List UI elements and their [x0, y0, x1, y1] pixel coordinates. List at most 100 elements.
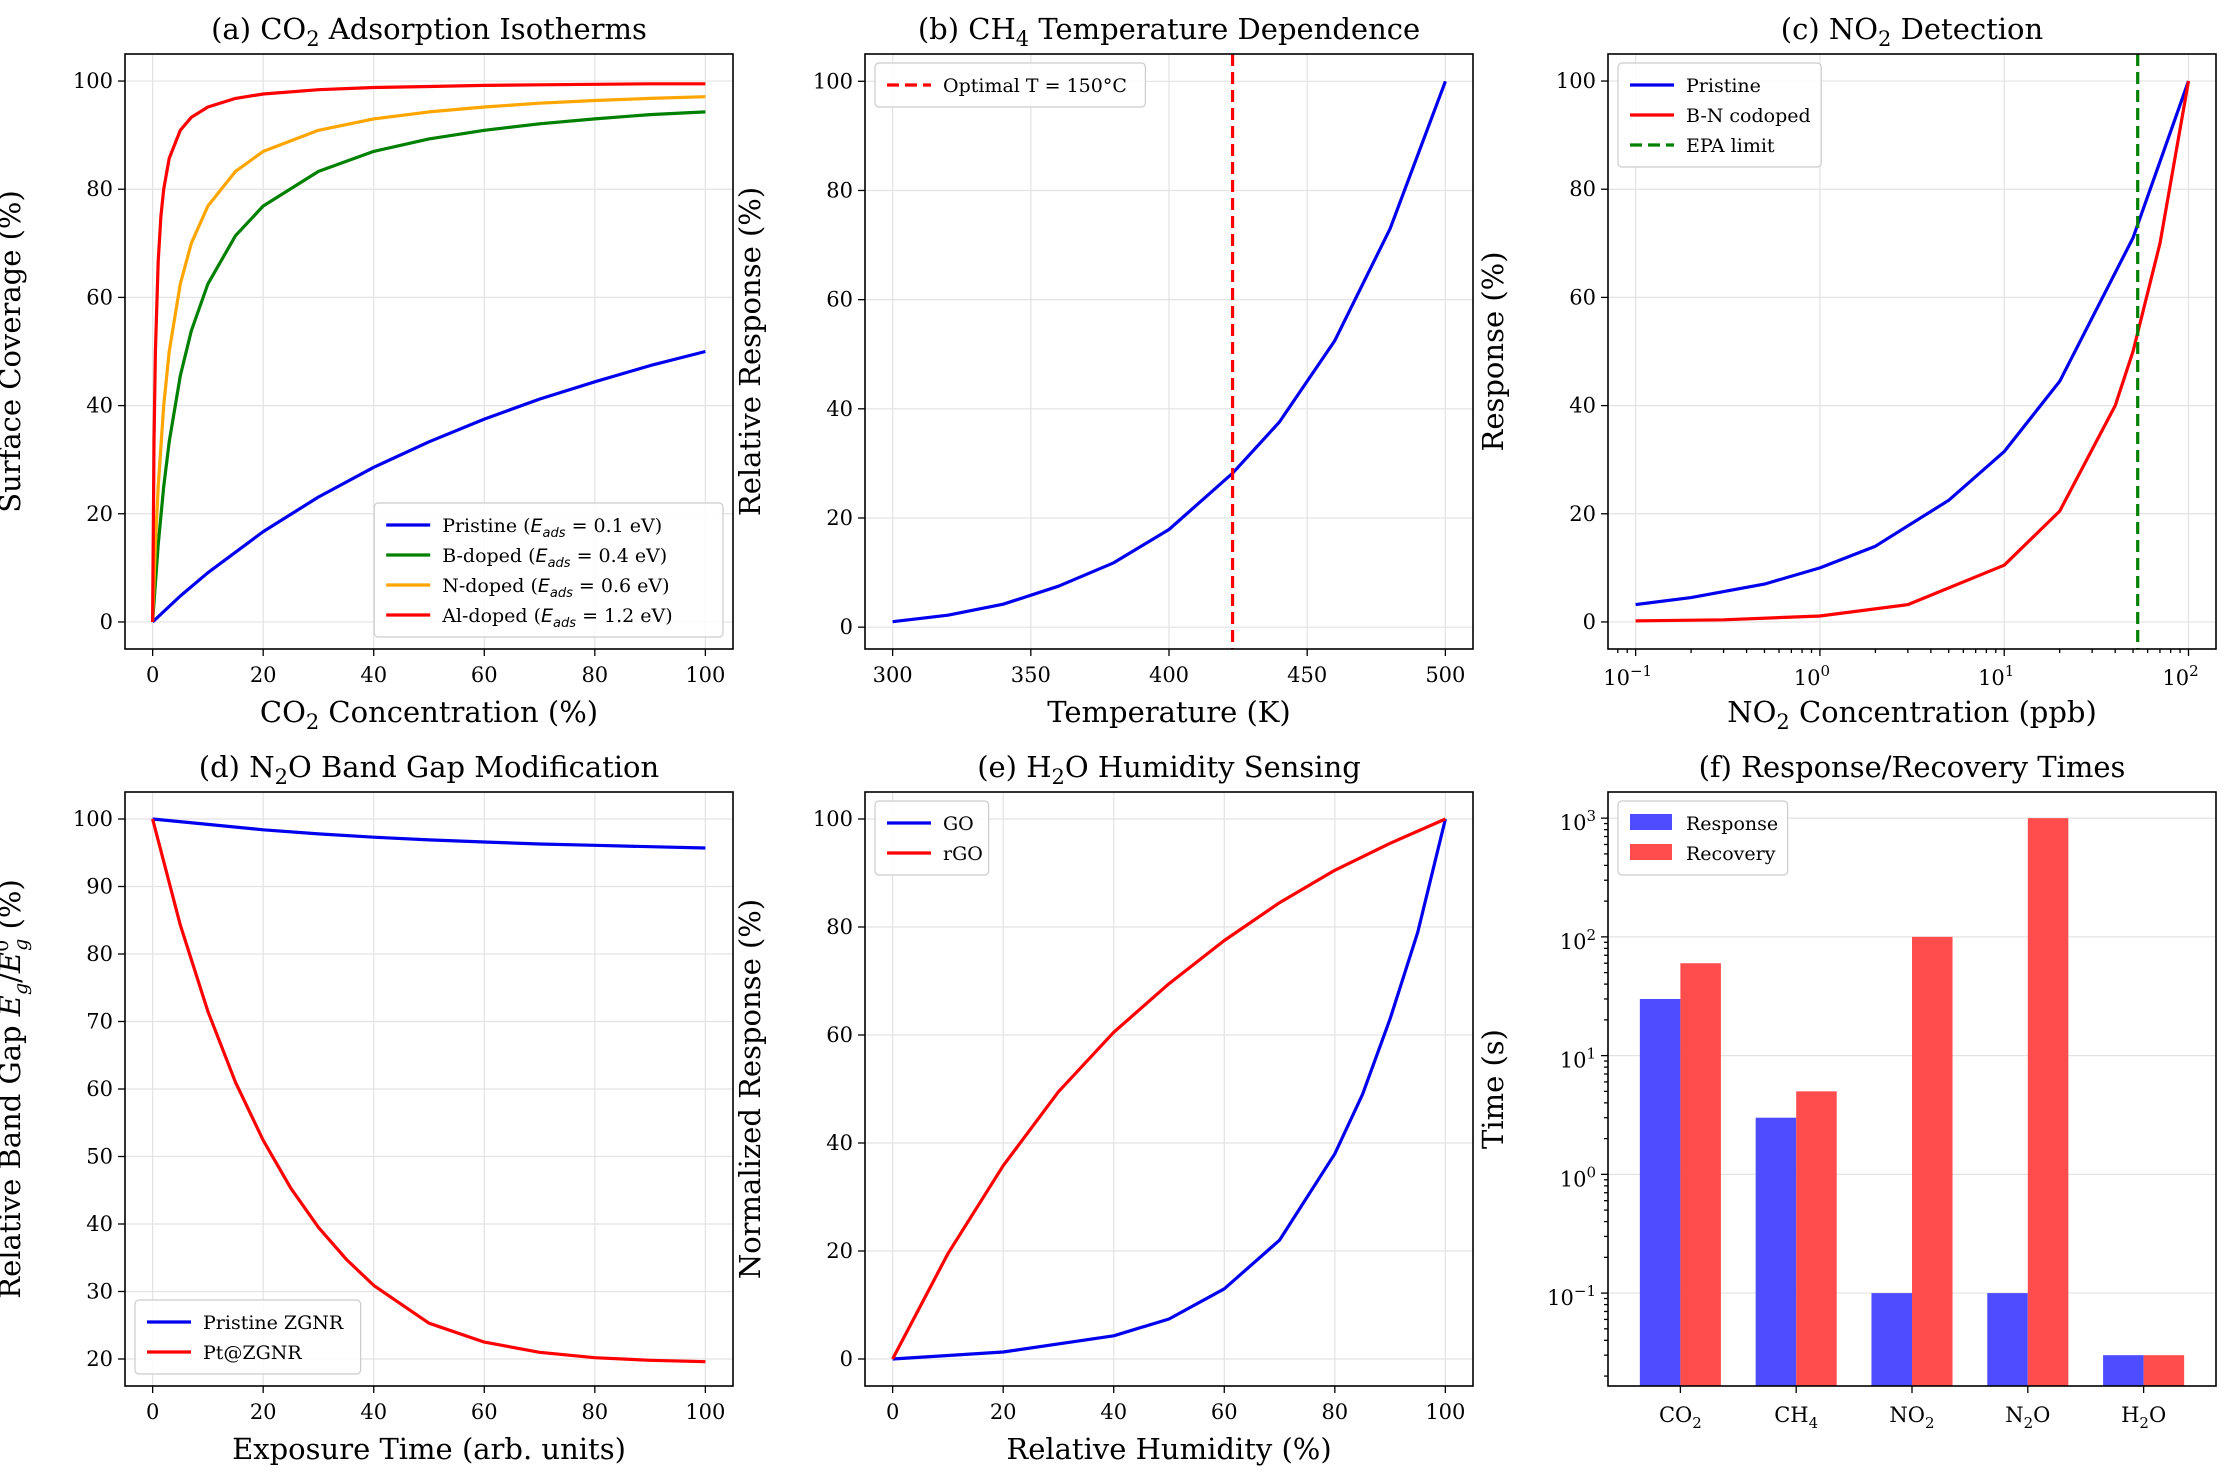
x-tick-label: N2O [2005, 1403, 2050, 1432]
recovery-bar-3 [2027, 818, 2069, 1386]
panel-title: (e) H2O Humidity Sensing [977, 750, 1361, 789]
y-tick-label: 20 [86, 1347, 113, 1371]
y-tick-label: 40 [86, 1212, 113, 1236]
y-tick-label: 103 [1560, 807, 1596, 835]
panel-title: (d) N2O Band Gap Modification [199, 750, 659, 789]
x-tick-label: 80 [581, 1400, 608, 1424]
legend-label: Pristine [1686, 75, 1761, 97]
y-tick-label: 100 [1560, 1163, 1596, 1191]
legend-label: B-N codoped [1686, 105, 1811, 127]
y-tick-label: 40 [826, 1131, 853, 1155]
y-axis-label: Surface Coverage (%) [0, 190, 27, 513]
x-tick-label: 101 [1978, 662, 2014, 690]
series-line-1 [891, 817, 1447, 1360]
y-tick-label: 60 [1569, 285, 1596, 309]
y-tick-label: 60 [86, 1077, 113, 1101]
x-tick-label: 100 [1425, 1400, 1465, 1424]
y-tick-label: 20 [826, 1239, 853, 1263]
y-tick-label: 100 [73, 807, 113, 831]
legend-label: Al-doped (Eads = 1.2 eV) [441, 605, 673, 631]
x-tick-label: CO2 [1659, 1403, 1702, 1432]
series-line-0 [151, 349, 706, 624]
legend-box [1617, 62, 1822, 168]
series-line-1 [151, 818, 706, 1364]
legend-label: Pristine (Eads = 0.1 eV) [442, 515, 662, 541]
series-line-1 [1635, 80, 2191, 623]
x-tick-label: 20 [990, 1400, 1017, 1424]
legend: GO rGO [874, 800, 990, 876]
legend-label: EPA limit [1686, 135, 1775, 157]
x-tick-label: 20 [250, 663, 277, 687]
y-tick-label: 30 [86, 1280, 113, 1304]
panel-title: (f) Response/Recovery Times [1699, 750, 2126, 784]
panel-title: (a) CO2 Adsorption Isotherms [211, 12, 647, 51]
recovery-bar-0 [1680, 963, 1721, 1386]
y-tick-label: 40 [86, 394, 113, 418]
y-axis-label: Normalized Response (%) [733, 899, 767, 1279]
x-tick-label: 300 [873, 663, 913, 687]
legend-box [874, 62, 1146, 108]
series-line-1 [151, 110, 706, 623]
x-tick-label: NO2 [1889, 1403, 1934, 1432]
series-line-3 [151, 82, 706, 623]
panel-b: 300 350 400 450 500 0 20 40 60 80 100 (b) CH4 Tempe… [733, 12, 1474, 729]
series-line-0 [152, 817, 706, 850]
x-tick-label: 60 [471, 1400, 498, 1424]
x-tick-label: H2O [2121, 1403, 2166, 1432]
x-tick-label: 20 [250, 1400, 277, 1424]
legend-box [874, 800, 990, 876]
legend-label: Pristine ZGNR [203, 1312, 344, 1334]
legend-label: N-doped (Eads = 0.6 eV) [442, 575, 669, 601]
response-bar-1 [1755, 1117, 1797, 1386]
x-tick-label: 40 [360, 1400, 387, 1424]
x-tick-label: 40 [1100, 1400, 1127, 1424]
legend: Response Recovery [1617, 800, 1789, 876]
x-tick-label: 102 [2162, 662, 2198, 690]
y-tick-label: 50 [86, 1145, 113, 1169]
y-tick-label: 80 [86, 942, 113, 966]
x-tick-label: 0 [146, 1400, 159, 1424]
panel-f: CO2 CH4 NO2 N2O H2O 10−1 100 101 102 103 (f) Respo… [1476, 750, 2217, 1432]
y-tick-label: 80 [1569, 177, 1596, 201]
legend: Pristine ZGNR Pt@ZGNR [134, 1299, 362, 1375]
y-tick-label: 80 [86, 177, 113, 201]
x-tick-label: 350 [1011, 663, 1051, 687]
recovery-bar-4 [2143, 1355, 2185, 1386]
legend-label: Optimal T = 150°C [943, 75, 1127, 97]
y-tick-label: 10−1 [1547, 1282, 1596, 1310]
legend-label: rGO [943, 843, 983, 865]
y-tick-label: 100 [73, 69, 113, 93]
y-tick-label: 0 [1583, 610, 1596, 634]
response-bar-0 [1639, 998, 1681, 1386]
y-axis-label: Relative Response (%) [733, 187, 767, 516]
y-tick-label: 100 [1556, 69, 1596, 93]
y-tick-label: 101 [1560, 1045, 1596, 1073]
x-tick-label: 100 [1794, 662, 1830, 690]
legend-label: Pt@ZGNR [203, 1342, 302, 1364]
y-axis-label: Response (%) [1476, 251, 1510, 451]
legend-swatch [1630, 814, 1672, 830]
y-tick-label: 20 [1569, 502, 1596, 526]
x-tick-label: 500 [1425, 663, 1465, 687]
plot-frame [864, 791, 1474, 1387]
x-tick-label: CH4 [1774, 1403, 1818, 1432]
series-line-2 [151, 95, 706, 623]
y-tick-label: 20 [86, 502, 113, 526]
legend-box [373, 502, 724, 638]
legend-box [134, 1299, 362, 1375]
y-tick-label: 90 [86, 875, 113, 899]
y-tick-label: 102 [1560, 926, 1596, 954]
panel-title: (c) NO2 Detection [1781, 12, 2043, 51]
legend: Optimal T = 150°C [874, 62, 1146, 108]
y-tick-label: 60 [86, 285, 113, 309]
y-tick-label: 40 [826, 397, 853, 421]
legend-label: GO [943, 813, 974, 835]
y-tick-label: 100 [813, 69, 853, 93]
y-tick-label: 20 [826, 506, 853, 530]
y-tick-label: 0 [100, 610, 113, 634]
legend: Pristine (Eads = 0.1 eV) B-doped (Eads = … [373, 502, 724, 638]
panel-d: 0 20 40 60 80 100 20 30 40 50 60 70 80 90 100 (d) N2O B… [0, 750, 734, 1466]
x-tick-label: 0 [886, 1400, 899, 1424]
panel-e: 0 20 40 60 80 100 0 20 40 60 80 100 (e) H2O Humidity… [733, 750, 1474, 1466]
y-tick-label: 0 [840, 615, 853, 639]
